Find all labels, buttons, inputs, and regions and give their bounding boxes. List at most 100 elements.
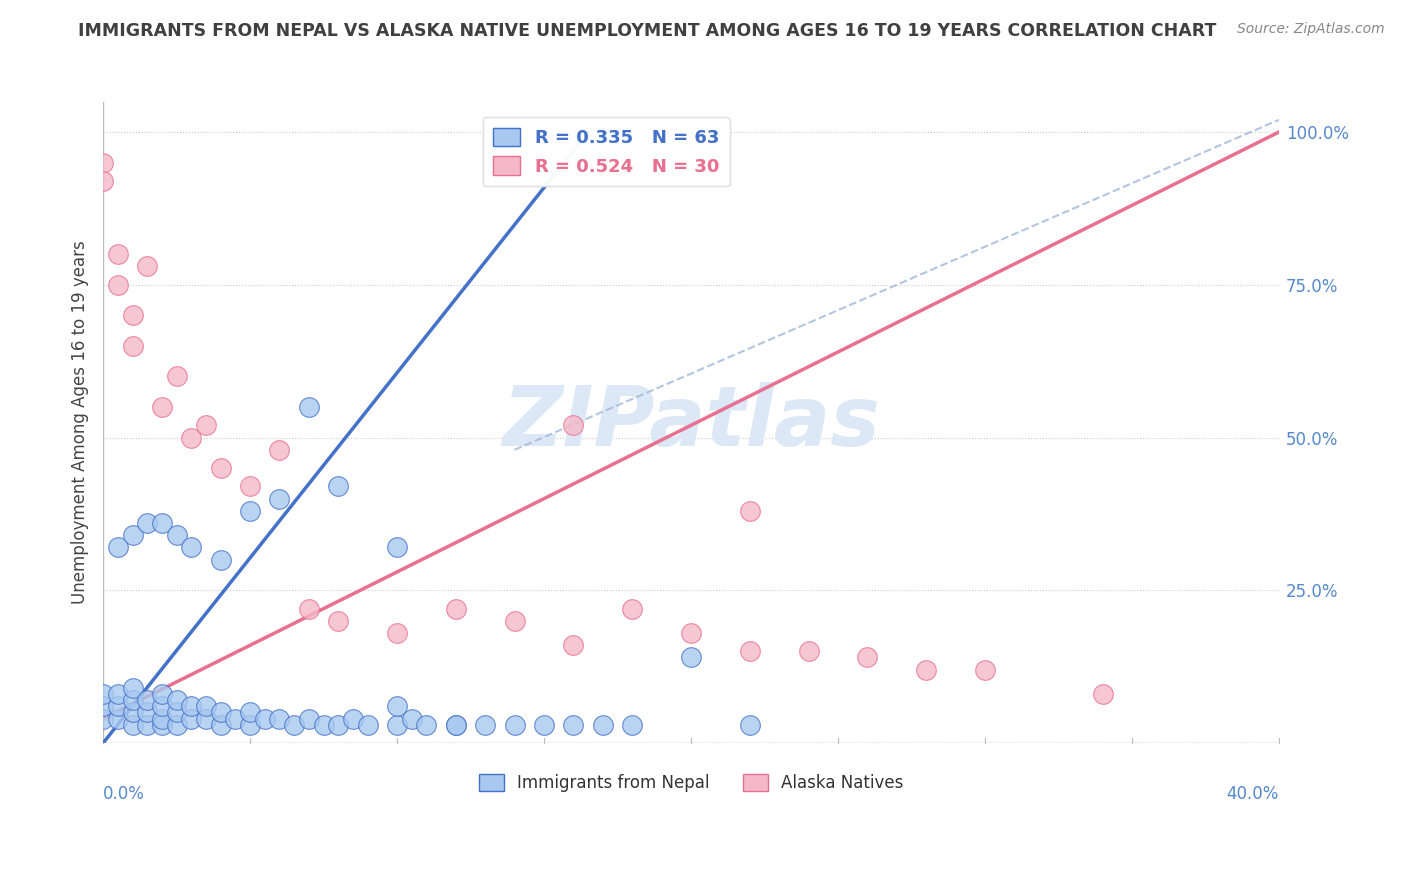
Point — [385, 717, 408, 731]
Point — [121, 693, 143, 707]
Point — [166, 528, 188, 542]
Point — [298, 601, 321, 615]
Point — [136, 516, 159, 530]
Point — [621, 601, 644, 615]
Point — [738, 717, 761, 731]
Point — [269, 712, 291, 726]
Point — [209, 552, 232, 566]
Point — [1091, 687, 1114, 701]
Point — [357, 717, 380, 731]
Point — [474, 717, 496, 731]
Point — [385, 699, 408, 714]
Point — [107, 541, 129, 555]
Point — [283, 717, 305, 731]
Point — [107, 277, 129, 292]
Point — [150, 400, 173, 414]
Point — [121, 309, 143, 323]
Point — [328, 614, 350, 628]
Point — [91, 174, 114, 188]
Point — [797, 644, 820, 658]
Point — [444, 601, 467, 615]
Point — [269, 442, 291, 457]
Point — [91, 699, 114, 714]
Point — [180, 699, 202, 714]
Point — [209, 717, 232, 731]
Point — [562, 638, 585, 652]
Point — [166, 717, 188, 731]
Point — [150, 712, 173, 726]
Point — [136, 693, 159, 707]
Text: 40.0%: 40.0% — [1226, 785, 1279, 803]
Point — [91, 155, 114, 169]
Point — [239, 717, 262, 731]
Point — [195, 712, 218, 726]
Point — [107, 699, 129, 714]
Point — [121, 528, 143, 542]
Point — [385, 541, 408, 555]
Point — [121, 717, 143, 731]
Text: 0.0%: 0.0% — [103, 785, 145, 803]
Point — [974, 663, 997, 677]
Point — [136, 717, 159, 731]
Point — [209, 461, 232, 475]
Point — [312, 717, 335, 731]
Point — [224, 712, 246, 726]
Point — [269, 491, 291, 506]
Point — [180, 541, 202, 555]
Point — [239, 706, 262, 720]
Point — [91, 687, 114, 701]
Point — [195, 418, 218, 433]
Point — [150, 699, 173, 714]
Point — [503, 614, 526, 628]
Point — [915, 663, 938, 677]
Point — [738, 504, 761, 518]
Point — [107, 712, 129, 726]
Point — [180, 712, 202, 726]
Point — [239, 504, 262, 518]
Point — [415, 717, 437, 731]
Point — [679, 626, 702, 640]
Point — [328, 717, 350, 731]
Point — [121, 681, 143, 695]
Point — [150, 717, 173, 731]
Point — [562, 717, 585, 731]
Point — [621, 717, 644, 731]
Point — [298, 712, 321, 726]
Point — [679, 650, 702, 665]
Text: ZIPatlas: ZIPatlas — [502, 382, 880, 463]
Point — [136, 260, 159, 274]
Point — [91, 712, 114, 726]
Point — [121, 339, 143, 353]
Point — [503, 717, 526, 731]
Legend: R = 0.335   N = 63, R = 0.524   N = 30: R = 0.335 N = 63, R = 0.524 N = 30 — [482, 117, 730, 186]
Point — [533, 717, 555, 731]
Point — [385, 626, 408, 640]
Point — [195, 699, 218, 714]
Point — [150, 687, 173, 701]
Point — [166, 706, 188, 720]
Text: Source: ZipAtlas.com: Source: ZipAtlas.com — [1237, 22, 1385, 37]
Point — [592, 717, 614, 731]
Point — [444, 717, 467, 731]
Point — [401, 712, 423, 726]
Point — [856, 650, 879, 665]
Point — [209, 706, 232, 720]
Point — [298, 400, 321, 414]
Point — [107, 247, 129, 261]
Point — [107, 687, 129, 701]
Point — [121, 706, 143, 720]
Point — [180, 431, 202, 445]
Point — [136, 706, 159, 720]
Point — [166, 693, 188, 707]
Point — [562, 418, 585, 433]
Point — [444, 717, 467, 731]
Point — [166, 369, 188, 384]
Point — [328, 479, 350, 493]
Y-axis label: Unemployment Among Ages 16 to 19 years: Unemployment Among Ages 16 to 19 years — [72, 240, 89, 604]
Point — [150, 516, 173, 530]
Point — [738, 644, 761, 658]
Text: IMMIGRANTS FROM NEPAL VS ALASKA NATIVE UNEMPLOYMENT AMONG AGES 16 TO 19 YEARS CO: IMMIGRANTS FROM NEPAL VS ALASKA NATIVE U… — [77, 22, 1216, 40]
Point — [342, 712, 364, 726]
Point — [253, 712, 276, 726]
Point — [239, 479, 262, 493]
